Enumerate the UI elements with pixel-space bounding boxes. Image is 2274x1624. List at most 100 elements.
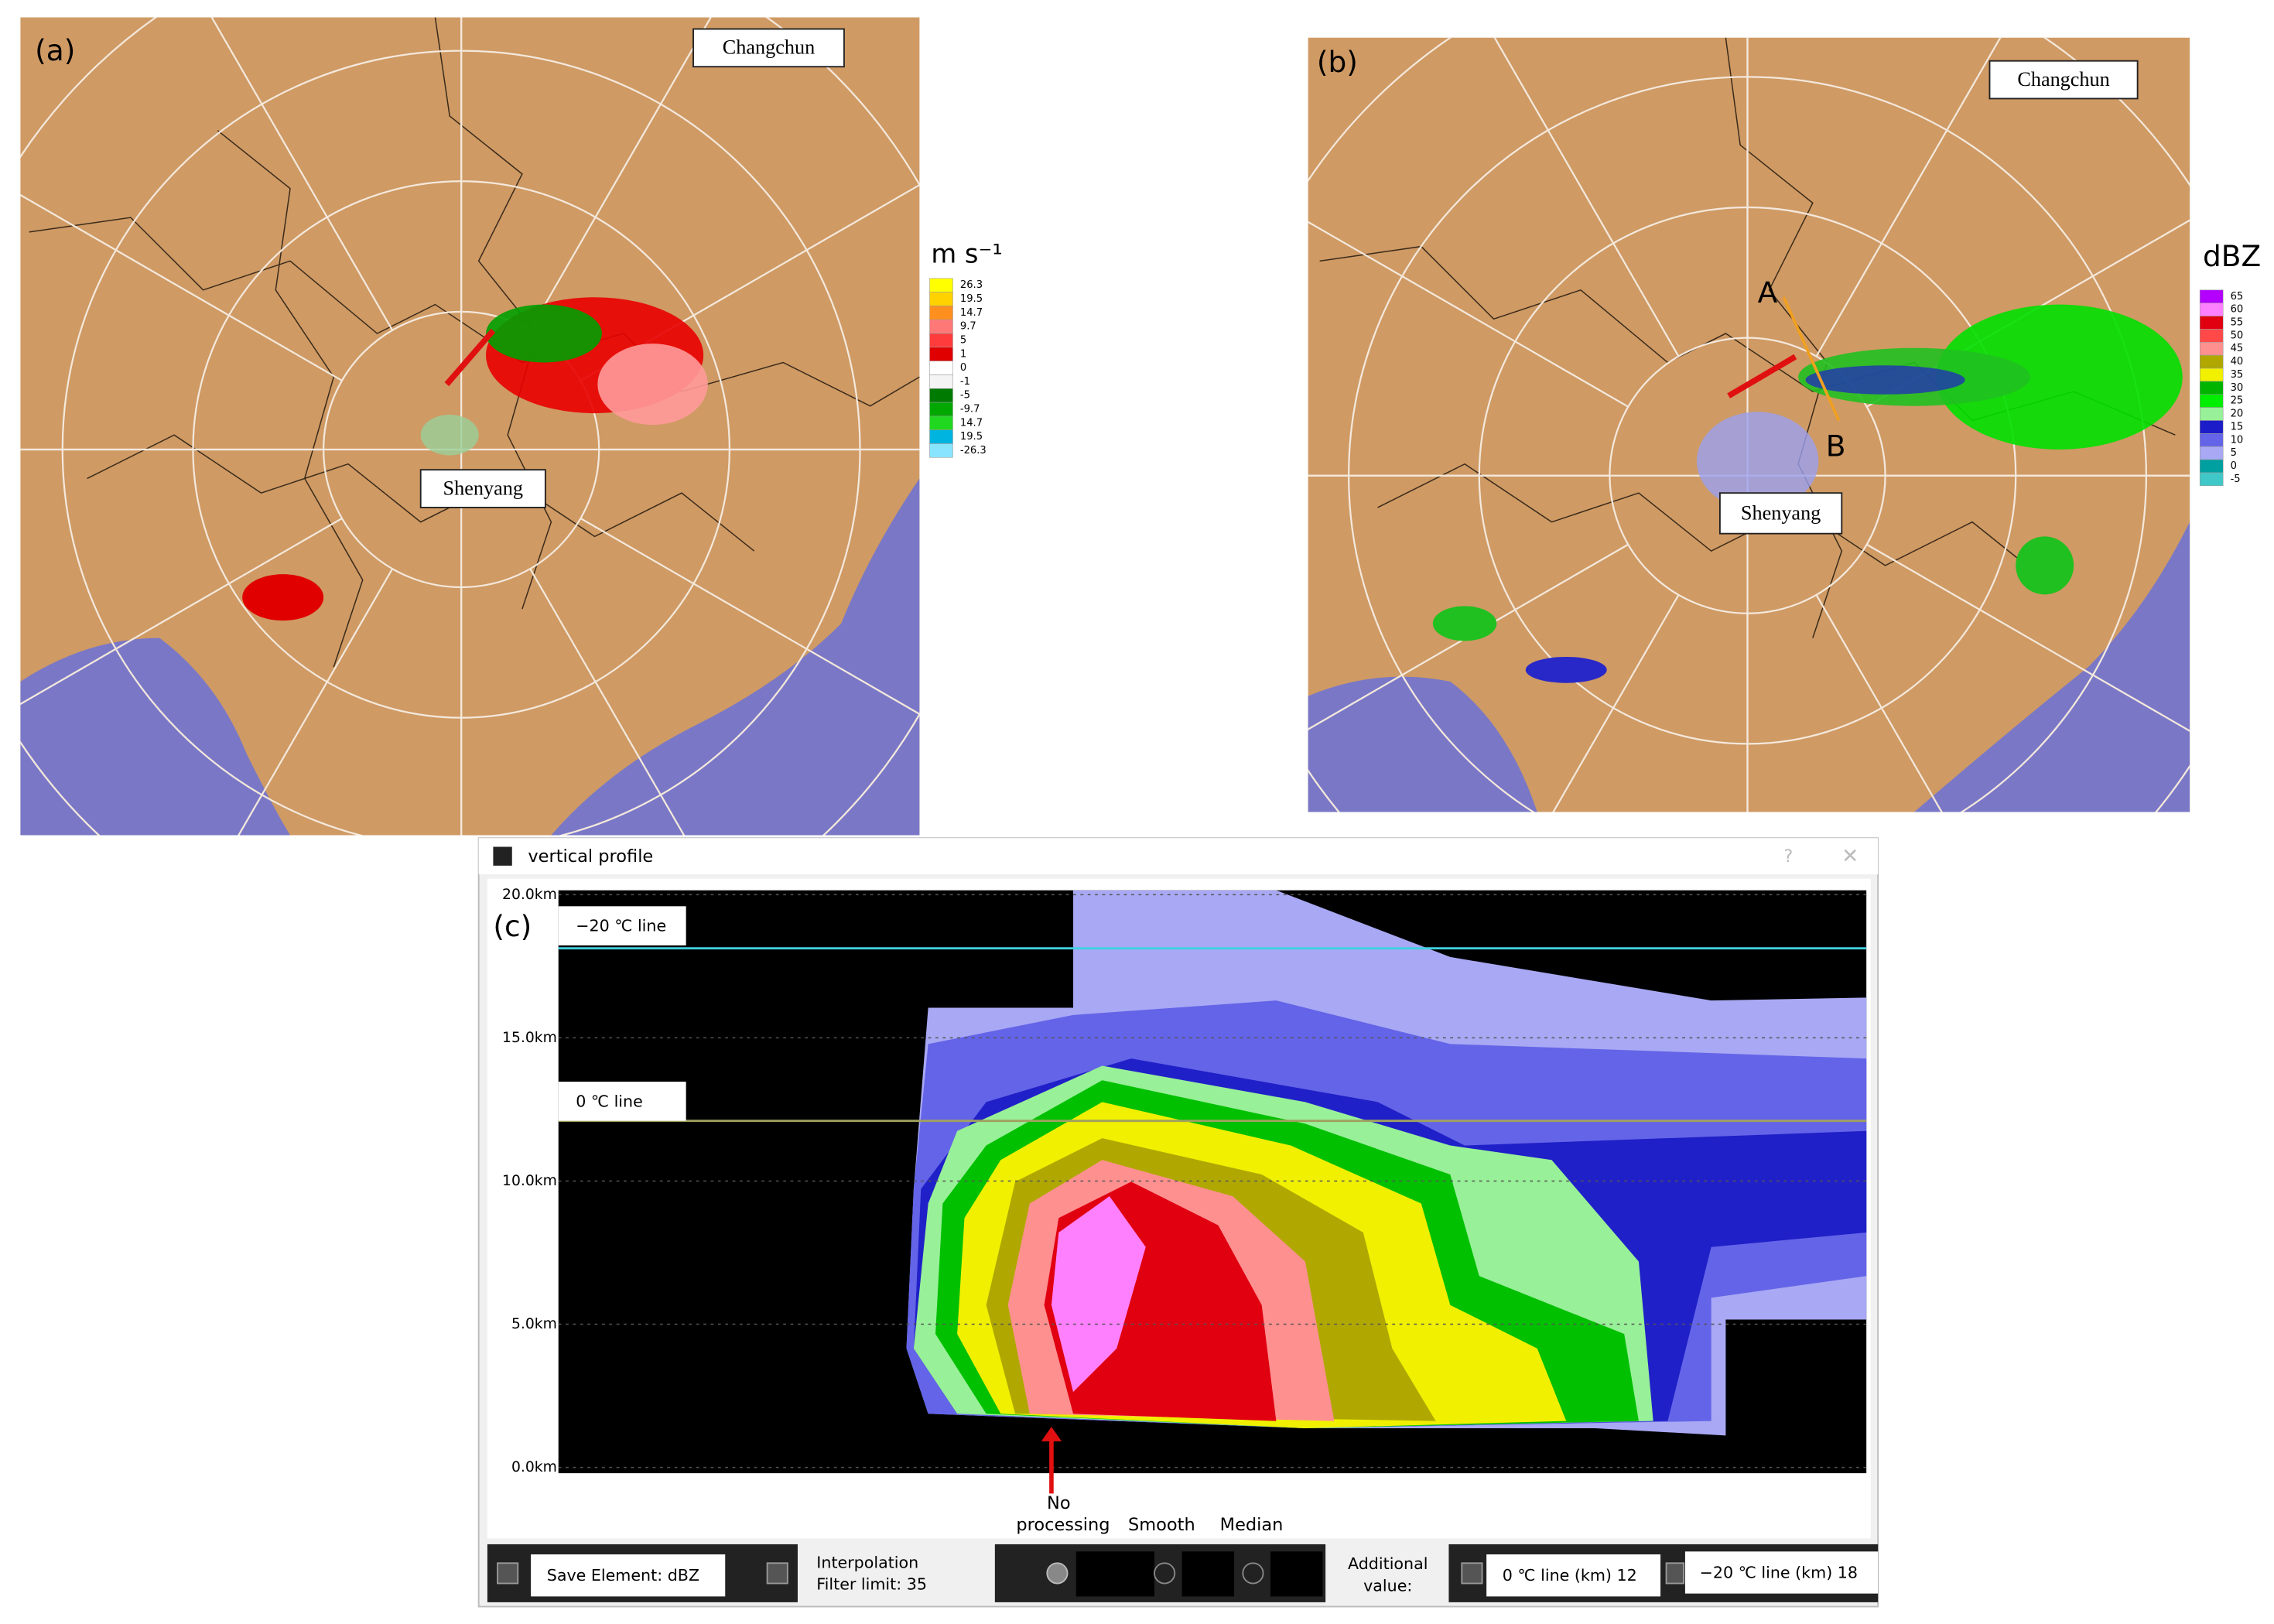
- checkbox[interactable]: [1665, 1562, 1684, 1585]
- colorbar-swatch: [2199, 368, 2224, 382]
- radial-line: [1815, 37, 2002, 357]
- colorbar-swatch: [2199, 472, 2224, 487]
- panel-a: (a) Changchun Shenyang m s⁻¹ 26.3 19.5 14.…: [20, 17, 1003, 836]
- colorbar-swatch: [2199, 459, 2224, 474]
- colorbar-label: 5: [2231, 447, 2237, 459]
- colorbar-label: 60: [2231, 304, 2244, 316]
- radial-line: [580, 518, 920, 716]
- filter-label: Median: [1220, 1515, 1284, 1535]
- colorbar-swatch: [929, 319, 953, 334]
- arrow: [444, 328, 496, 387]
- colorbar-label: 14.7: [960, 307, 983, 319]
- colorbar-swatch: [929, 374, 953, 389]
- echo: [1696, 412, 1819, 511]
- section-line: [1782, 296, 1841, 422]
- colorbar-swatch: [2199, 433, 2224, 447]
- toolbar-label: value:: [1363, 1576, 1412, 1595]
- select[interactable]: [531, 1554, 726, 1597]
- echo: [242, 574, 324, 621]
- colorbar-swatch: [2199, 342, 2224, 356]
- help-button[interactable]: ?: [1783, 846, 1793, 867]
- checkbox[interactable]: [1461, 1562, 1483, 1585]
- colorbar-label: 1: [960, 348, 966, 360]
- toolbar-label: Additional: [1348, 1554, 1428, 1573]
- profile-window: vertical profile ? ✕ 20.0km 15.0km 10.0km 5…: [477, 837, 1879, 1608]
- colorbar-label: 25: [2231, 395, 2244, 407]
- colorbar-swatch: [2199, 329, 2224, 343]
- echo: [1432, 606, 1497, 641]
- echo: [597, 344, 708, 426]
- section-point: A: [1758, 275, 1778, 309]
- colorbar-swatch: [2199, 303, 2224, 316]
- colorbar-label: -1: [960, 376, 970, 388]
- close-button[interactable]: ✕: [1841, 845, 1859, 868]
- y-tick-label: 15.0km: [502, 1030, 557, 1046]
- section-point: B: [1826, 429, 1846, 463]
- echo-region: [1051, 1196, 1146, 1393]
- radial-line: [529, 568, 686, 836]
- radio[interactable]: [1154, 1562, 1176, 1585]
- colorbar-label: 45: [2231, 343, 2244, 354]
- range-rings: [1308, 37, 2190, 812]
- echo-profile: [906, 890, 1867, 1436]
- window-icon: [493, 846, 512, 866]
- echo: [1936, 304, 2183, 450]
- radial-line: [20, 518, 343, 706]
- colorbar-swatch: [2199, 381, 2224, 395]
- panel-label: (c): [493, 909, 532, 943]
- colorbar-swatch: [2199, 289, 2224, 303]
- radial-line: [1308, 543, 1629, 730]
- city-box: [1988, 60, 2139, 100]
- city-label: Changchun: [723, 36, 815, 59]
- input[interactable]: [1486, 1554, 1661, 1597]
- colorbar-swatch: [929, 292, 953, 306]
- city-box: [1718, 492, 1843, 535]
- city-label: Changchun: [2017, 68, 2109, 91]
- checkbox[interactable]: [497, 1562, 519, 1585]
- legend-unit: dBZ: [2203, 239, 2261, 273]
- echo: [420, 414, 479, 456]
- checkbox[interactable]: [766, 1562, 788, 1585]
- colorbar-label: -5: [2231, 474, 2241, 485]
- radial-line: [1308, 221, 1629, 408]
- radio[interactable]: [1242, 1562, 1264, 1585]
- colorbar-label: 55: [2231, 316, 2244, 328]
- colorbar-swatch: [929, 333, 953, 348]
- colorbar-label: 26.3: [960, 279, 983, 291]
- sea: [1308, 676, 1537, 812]
- panel-label: (a): [35, 33, 75, 67]
- sea: [551, 478, 920, 836]
- colorbar-label: 19.5: [960, 431, 983, 443]
- city-box: [419, 469, 546, 508]
- echo: [2016, 536, 2074, 595]
- radial-line: [1815, 594, 1943, 812]
- y-tick-label: 10.0km: [502, 1173, 557, 1189]
- sea: [1914, 521, 2190, 812]
- colorbar-swatch: [929, 347, 953, 361]
- colorbar-swatch: [2199, 420, 2224, 434]
- colorbar-label: 9.7: [960, 321, 976, 333]
- border: [29, 217, 920, 407]
- echo: [1525, 656, 1607, 683]
- radio[interactable]: [1046, 1562, 1069, 1585]
- colorbar-label: 40: [2231, 356, 2244, 368]
- filter-label: processing: [1016, 1515, 1110, 1535]
- echo: [1805, 365, 1965, 395]
- toolbar-label: Filter limit: 35: [816, 1574, 927, 1593]
- colorbar-label: -26.3: [960, 445, 987, 456]
- panel-label: (b): [1317, 45, 1358, 79]
- border: [87, 434, 755, 552]
- border: [217, 130, 364, 668]
- sea: [20, 638, 291, 836]
- title-bar: [478, 838, 1879, 875]
- input[interactable]: [1684, 1551, 1879, 1594]
- arrow: [1727, 354, 1797, 398]
- colorbar-swatch: [929, 388, 953, 403]
- radial-line: [238, 568, 394, 836]
- y-tick-label: 5.0km: [511, 1316, 557, 1332]
- colorbar-label: 30: [2231, 382, 2244, 394]
- isotherm-box: [558, 906, 686, 945]
- filter-slot: [1270, 1551, 1323, 1597]
